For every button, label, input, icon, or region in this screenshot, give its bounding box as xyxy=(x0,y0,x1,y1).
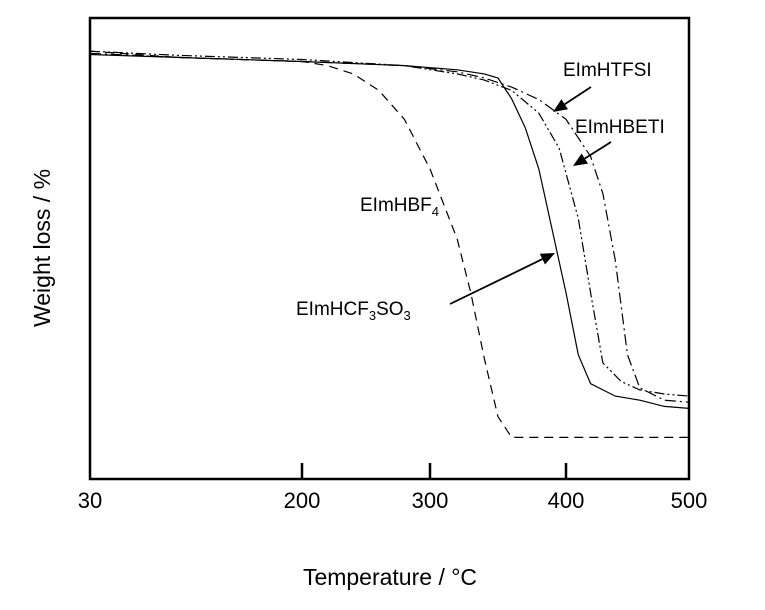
label-eimhbeti: EImHBETI xyxy=(575,117,665,138)
label-eimhcf3so3-tail: SO xyxy=(376,299,403,320)
x-ticks: 30 200 300 400 500 xyxy=(78,463,708,513)
plot-lines xyxy=(89,50,690,438)
x-tick-label: 400 xyxy=(548,488,585,513)
label-eimhcf3so3-base: EImHCF xyxy=(296,299,369,320)
x-tick-label: 300 xyxy=(412,488,449,513)
arrow-eimhbeti xyxy=(573,141,612,166)
y-axis-title: Weight loss / % xyxy=(29,169,55,327)
annotation-arrows xyxy=(449,86,612,305)
label-eimhbf4-sub: 4 xyxy=(432,204,439,219)
label-eimhbf4: EImHBF4 xyxy=(360,195,439,219)
x-axis-title: Temperature / °C xyxy=(303,564,477,590)
label-eimhbeti-base: EImHBETI xyxy=(575,117,665,138)
arrow-eimhtfsi xyxy=(553,86,592,112)
x-tick-label: 200 xyxy=(284,488,321,513)
label-eimhcf3so3-sub2: 3 xyxy=(404,308,411,323)
label-eimhcf3so3-sub: 3 xyxy=(369,308,376,323)
series-line-eimhcf3so3 xyxy=(89,53,690,409)
label-eimhtfsi: EImHTFSI xyxy=(563,60,652,81)
arrow-eimhcf3so3 xyxy=(449,253,555,305)
series-line-eimhtfsi xyxy=(89,52,690,403)
series-line-eimhbf4 xyxy=(89,50,689,438)
series-line-eimhbeti xyxy=(89,50,690,397)
label-eimhbf4-base: EImHBF xyxy=(360,195,432,216)
plot-frame xyxy=(88,16,691,481)
x-tick-label: 30 xyxy=(78,488,102,513)
label-eimhtfsi-base: EImHTFSI xyxy=(563,60,652,81)
label-eimhcf3so3: EImHCF3SO3 xyxy=(296,299,411,323)
x-tick-label: 500 xyxy=(671,488,708,513)
